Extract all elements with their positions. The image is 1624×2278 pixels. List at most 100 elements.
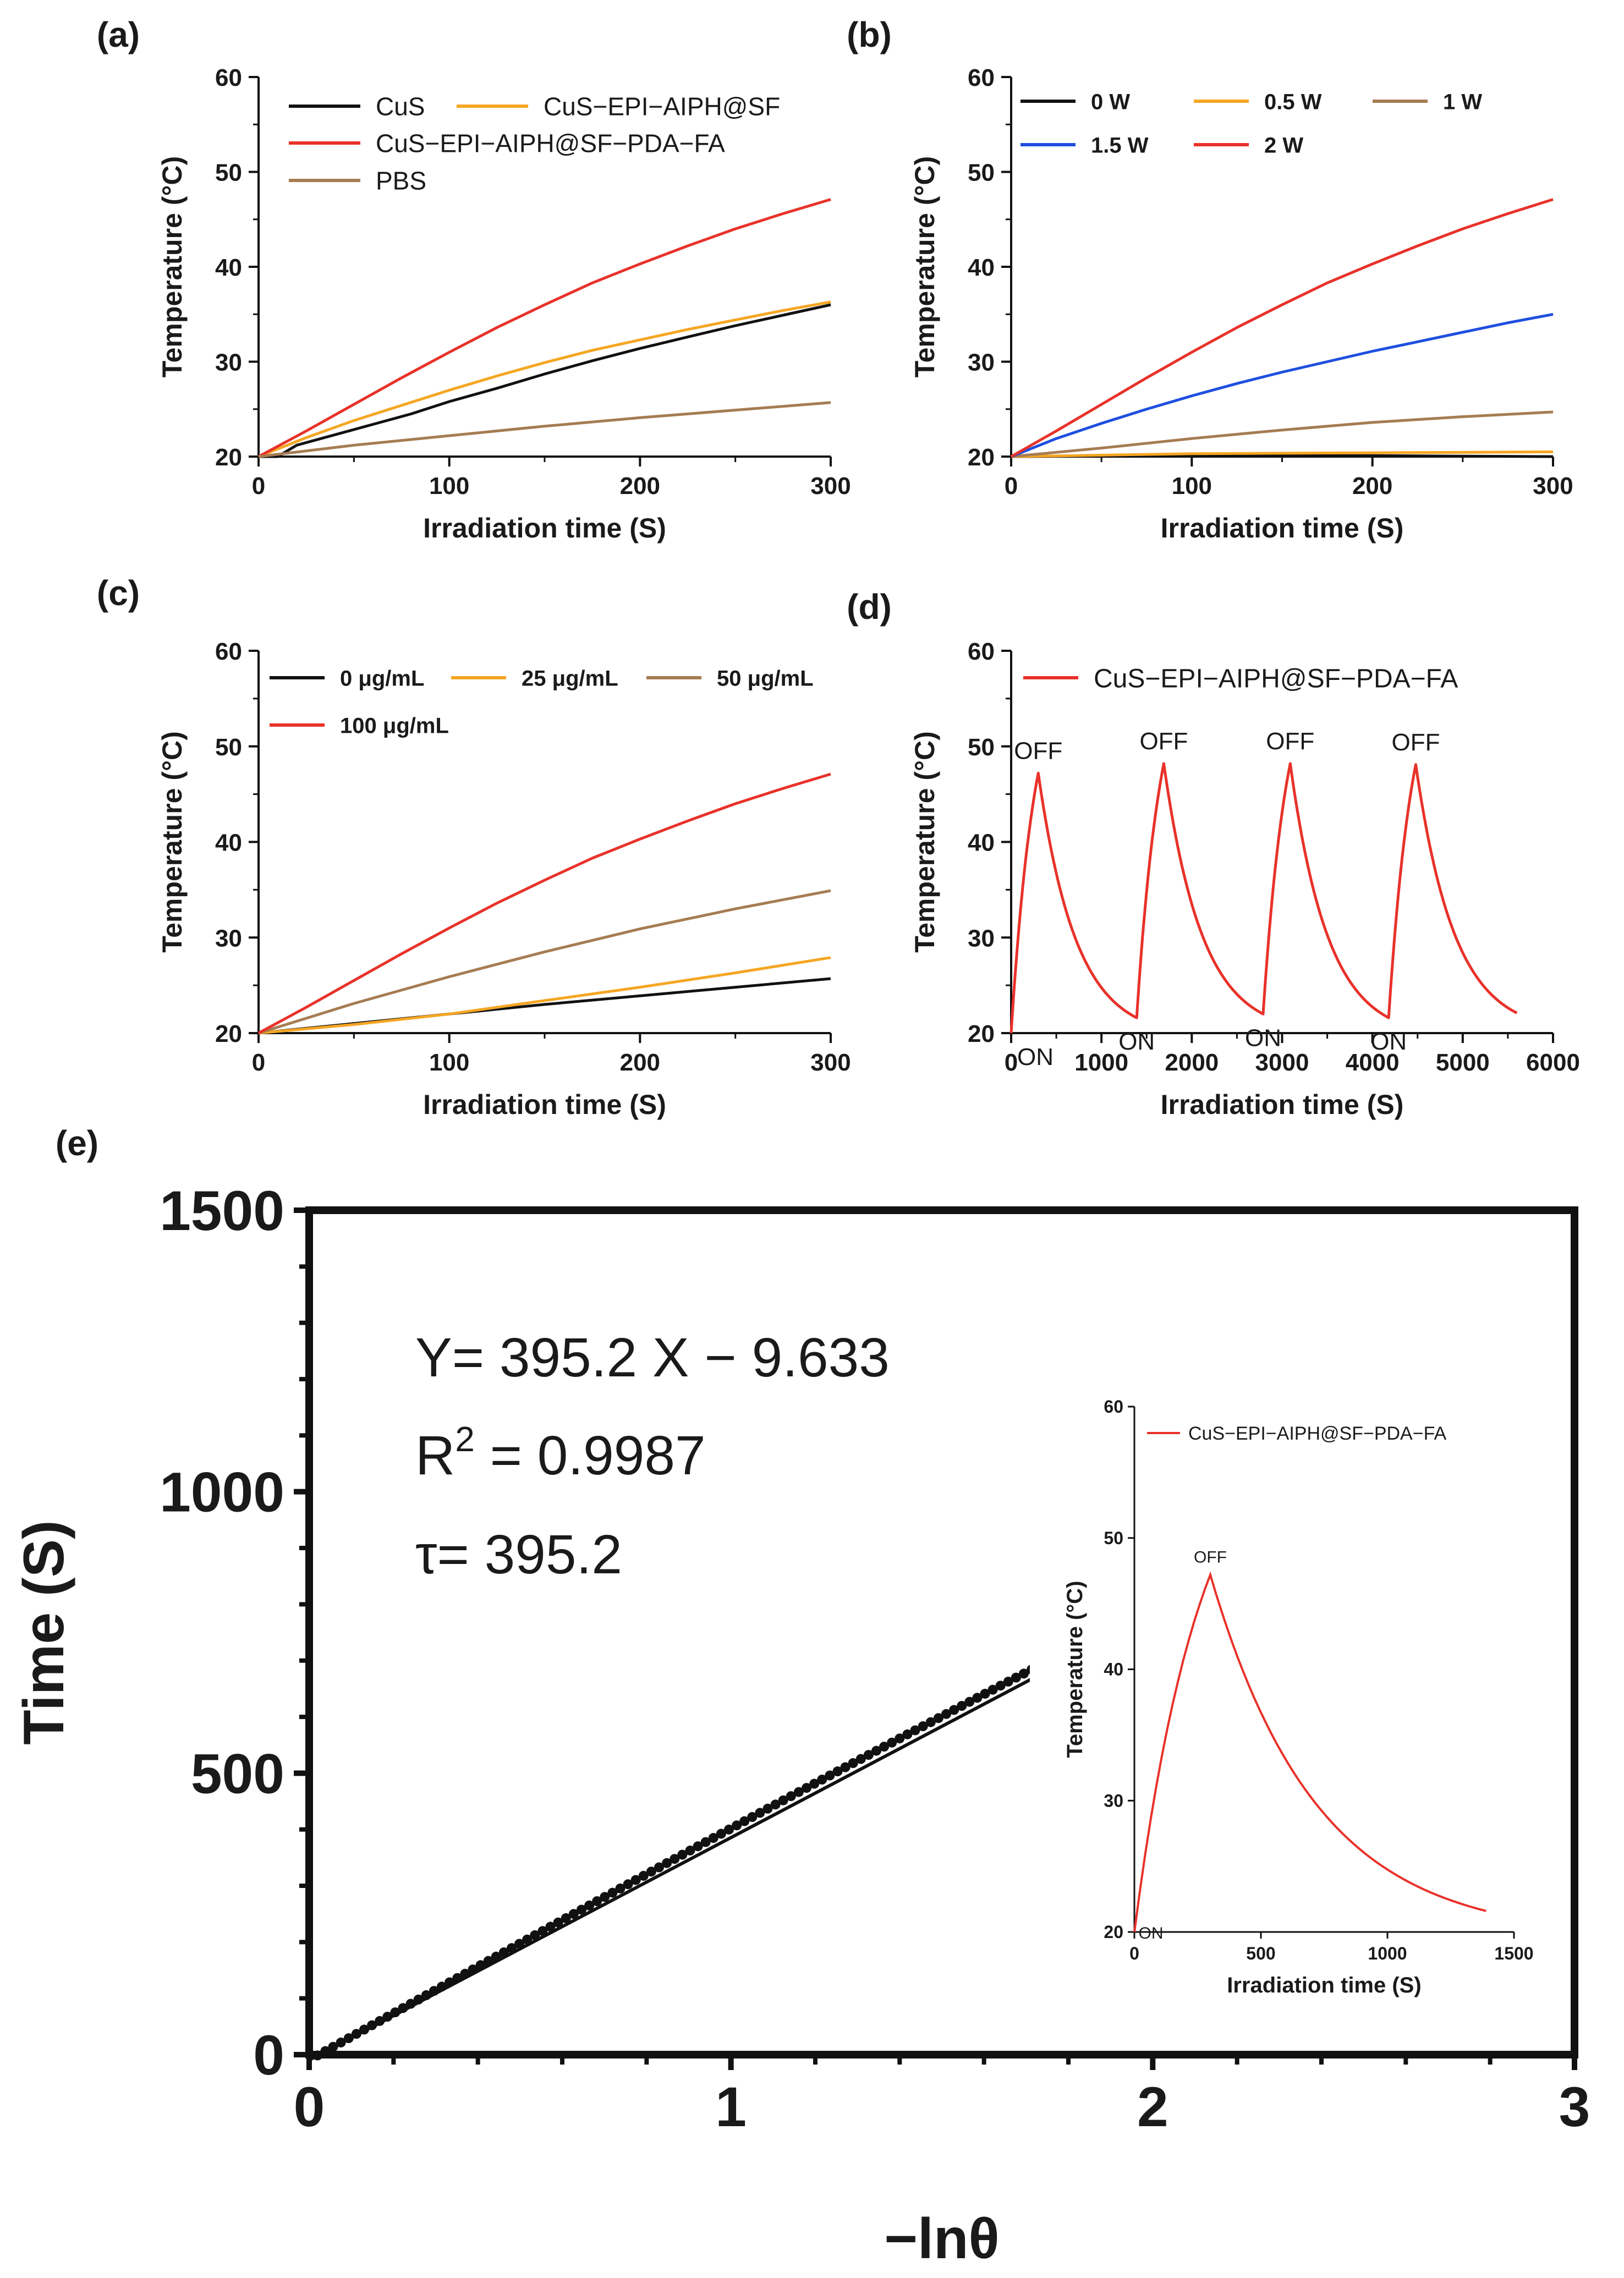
r-squared-value: = 0.9987 [475, 1425, 706, 1486]
x-tick-label: 0 [252, 1049, 265, 1076]
off-annotation: OFF [1139, 728, 1188, 755]
data-point [584, 1900, 595, 1911]
series-line-b-1 [1011, 450, 1554, 458]
data-point [638, 1870, 649, 1881]
y-tick-label: 60 [215, 638, 242, 665]
x-axis-title: Irradiation time (S) [1161, 1089, 1404, 1120]
chart-d: (d) 20 30 40 50 60 0 1000 2000 3000 4000 5000 6000 Ir… [847, 587, 1580, 1120]
x-tick-label: 0 [1005, 1049, 1018, 1076]
panel-label-c: (c) [97, 573, 140, 613]
data-point [693, 1841, 703, 1852]
data-point [700, 1837, 711, 1847]
data-point [615, 1883, 626, 1893]
y-tick-label: 500 [191, 1742, 284, 1805]
data-point [825, 1770, 835, 1781]
y-tick-label: 30 [968, 925, 995, 952]
data-point [910, 1725, 920, 1736]
series-line-c-3 [257, 772, 831, 1035]
x-tick-label: 100 [429, 1049, 469, 1076]
data-point [770, 1799, 781, 1810]
chart-a: (a) 20 30 40 50 60 0 100 200 300 Irradiation time … [97, 15, 851, 544]
panel-label-d: (d) [847, 587, 892, 627]
off-annotation: OFF [1266, 728, 1314, 755]
inset-legend-label: CuS−EPI−AIPH@SF−PDA−FA [1188, 1423, 1446, 1444]
series-line-c-2 [258, 889, 831, 1035]
legend-label: 0.5 W [1264, 90, 1322, 114]
x-tick-label: 200 [620, 473, 660, 499]
data-point [545, 1922, 556, 1932]
on-annotation: ON [1118, 1028, 1155, 1055]
data-point [600, 1892, 610, 1902]
data-point [654, 1862, 664, 1873]
data-point [708, 1833, 718, 1843]
inset-x-tick-label: 500 [1246, 1944, 1275, 1963]
y-tick-label: 50 [215, 160, 242, 186]
series-line-b-3 [1011, 312, 1554, 458]
inset-off-annotation: OFF [1194, 1549, 1227, 1567]
y-tick-label: 30 [215, 925, 242, 952]
on-annotation: ON [1370, 1028, 1407, 1055]
data-point [577, 1904, 586, 1915]
data-point [623, 1879, 633, 1890]
data-point [793, 1787, 804, 1797]
y-axis-title: Temperature (°C) [909, 156, 940, 377]
y-tick-label: 30 [968, 349, 995, 376]
data-point [895, 1733, 905, 1744]
x-tick-label: 100 [1172, 473, 1212, 499]
data-point [530, 1930, 540, 1940]
legend-label: CuS−EPI−AIPH@SF−PDA−FA [1094, 664, 1458, 693]
panel-label-e: (e) [56, 1123, 98, 1163]
y-tick-label: 60 [215, 64, 242, 91]
legend-label: 1.5 W [1091, 133, 1149, 157]
legend-label: 50 μg/mL [717, 666, 814, 690]
data-point [646, 1867, 656, 1877]
data-point [716, 1829, 726, 1839]
x-axis-title: Irradiation time (S) [423, 1089, 666, 1120]
y-tick-label: 60 [968, 638, 995, 665]
legend-label: 100 μg/mL [340, 713, 449, 738]
y-tick-label: 50 [968, 160, 995, 186]
data-point [887, 1737, 897, 1748]
y-tick-label: 50 [215, 734, 242, 761]
data-point [848, 1758, 858, 1768]
on-annotation: ON [1017, 1044, 1054, 1071]
inset-x-tick-label: 1500 [1494, 1944, 1533, 1963]
data-point [1019, 1668, 1029, 1679]
data-point [995, 1681, 1006, 1691]
data-point [980, 1688, 990, 1699]
data-point [902, 1729, 913, 1739]
r-squared: R2 = 0.9987 [415, 1419, 706, 1486]
panel-label-b: (b) [847, 15, 892, 54]
data-point [987, 1684, 998, 1695]
data-point [732, 1820, 742, 1831]
y-tick-label: 40 [968, 830, 995, 857]
chart-b: (b) 20 30 40 50 60 0 100 200 300 Irradiation time … [847, 15, 1573, 544]
y-tick-label: 50 [968, 734, 995, 761]
x-tick-label: 1000 [1074, 1049, 1128, 1076]
inset-background [1030, 1385, 1536, 2026]
off-annotation: OFF [1014, 737, 1062, 764]
data-point [786, 1791, 796, 1802]
data-point [972, 1693, 983, 1703]
data-point [677, 1849, 688, 1860]
data-point [755, 1808, 765, 1818]
legend-label: CuS−EPI−AIPH@SF [544, 92, 780, 121]
data-point [840, 1762, 851, 1772]
data-point [941, 1709, 951, 1719]
data-point [670, 1854, 680, 1864]
x-tick-label: 6000 [1526, 1049, 1580, 1076]
data-point [933, 1713, 943, 1723]
data-point [762, 1803, 773, 1814]
y-axis-title: Time (S) [12, 1520, 76, 1744]
series-line-c-1 [258, 956, 831, 1035]
inset-series-line [1133, 1571, 1486, 1933]
plot-frame [305, 1206, 1578, 2059]
inset-on-annotation: ON [1139, 1924, 1164, 1942]
series-line-b-4 [1010, 198, 1554, 458]
data-point [561, 1913, 571, 1923]
inset-y-tick-label: 50 [1104, 1528, 1123, 1548]
inset-y-tick-label: 30 [1104, 1791, 1123, 1810]
x-tick-label: 0 [1005, 473, 1018, 499]
